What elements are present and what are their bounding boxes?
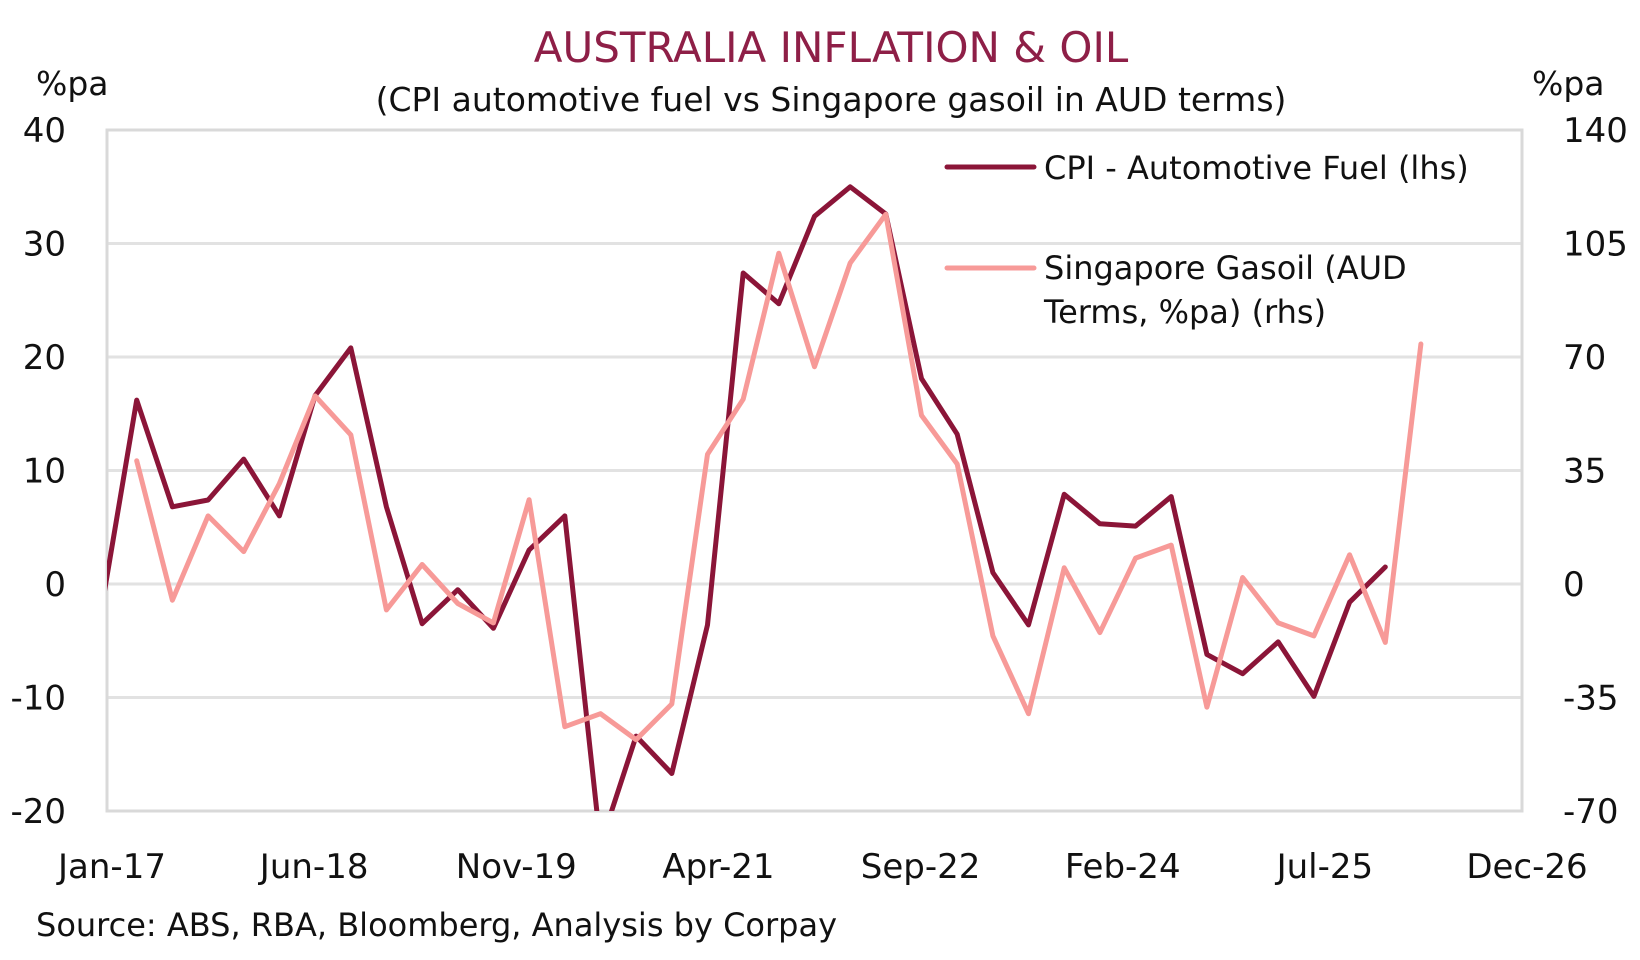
- y-right-tick-label: -70: [1563, 792, 1619, 832]
- legend-label: Singapore Gasoil (AUD: [1044, 249, 1407, 287]
- source-note: Source: ABS, RBA, Bloomberg, Analysis by…: [36, 906, 837, 944]
- y-left-tick-label: -10: [10, 679, 66, 719]
- y-left-tick-label: 10: [23, 452, 66, 492]
- x-axis: Jan-17 Jun-18 Nov-19 Apr-21 Sep-22 Feb-24 Jul-…: [56, 847, 1588, 887]
- y-left-tick-label: 30: [23, 225, 66, 265]
- y-left-tick-label: 0: [44, 565, 66, 605]
- y-right-tick-label: 35: [1563, 452, 1606, 492]
- y-right-tick-label: 140: [1563, 111, 1628, 151]
- x-tick-label: Apr-21: [662, 847, 774, 887]
- x-tick-label: Dec-26: [1466, 847, 1587, 887]
- legend-label: Terms, %pa) (rhs): [1043, 293, 1326, 331]
- y-left-tick-label: -20: [10, 792, 66, 832]
- y-right-tick-label: 105: [1563, 225, 1628, 265]
- x-tick-label: Jul-25: [1275, 847, 1374, 887]
- x-tick-label: Sep-22: [861, 847, 981, 887]
- x-tick-label: Feb-24: [1065, 847, 1181, 887]
- x-tick-label: Jan-17: [56, 847, 166, 887]
- y-axis-right: -70 -35 0 35 70 105 140: [1563, 111, 1628, 832]
- y-left-tick-label: 40: [23, 111, 66, 151]
- plot-frame: [105, 128, 1524, 813]
- x-tick-label: Nov-19: [456, 847, 577, 887]
- series-line-singapore-gasoil: [134, 211, 1424, 743]
- y-right-tick-label: 70: [1563, 338, 1606, 378]
- series-lines: [107, 184, 1424, 811]
- y-axis-left: -20 -10 0 10 20 30 40: [10, 111, 66, 832]
- y-right-tick-label: 0: [1563, 565, 1585, 605]
- legend: CPI - Automotive Fuel (lhs) Singapore Gas…: [944, 149, 1469, 331]
- y-left-tick-label: 20: [23, 338, 66, 378]
- chart-subtitle: (CPI automotive fuel vs Singapore gasoil…: [376, 80, 1287, 119]
- chart-title: AUSTRALIA INFLATION & OIL: [534, 23, 1129, 72]
- x-tick-label: Jun-18: [258, 847, 369, 887]
- legend-label: CPI - Automotive Fuel (lhs): [1044, 149, 1469, 187]
- y-right-tick-label: -35: [1563, 679, 1619, 719]
- y-axis-left-unit: %pa: [36, 64, 109, 103]
- y-axis-right-unit: %pa: [1532, 64, 1605, 103]
